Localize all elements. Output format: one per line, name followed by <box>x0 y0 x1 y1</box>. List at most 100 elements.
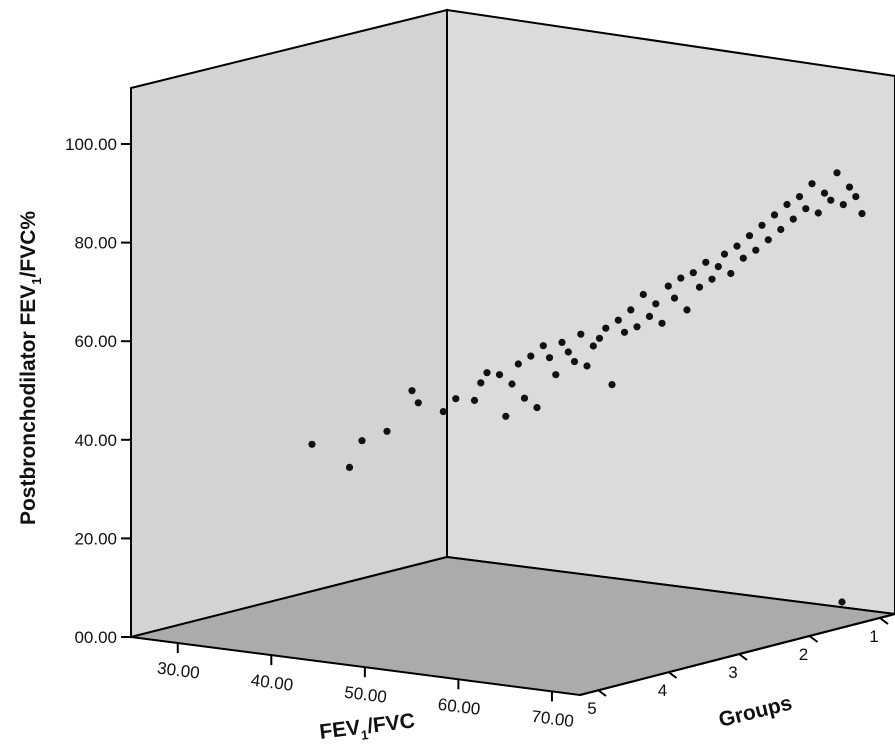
data-point <box>308 440 316 448</box>
data-points <box>308 169 866 471</box>
data-point <box>802 205 810 213</box>
y-tick-label: 80.00 <box>74 234 117 253</box>
groups-tick-label: 4 <box>658 681 667 700</box>
groups-tick-mark <box>738 653 748 661</box>
y-tick-label: 40.00 <box>74 431 117 450</box>
data-point <box>495 371 504 379</box>
groups-tick-label: 5 <box>587 699 596 718</box>
data-point-floor <box>838 598 846 606</box>
groups-axis-title: Groups <box>716 692 794 732</box>
data-point <box>508 380 516 388</box>
data-point <box>483 369 491 377</box>
data-point <box>383 427 391 435</box>
data-point <box>789 215 797 223</box>
data-point <box>839 201 847 209</box>
data-point <box>639 290 647 299</box>
data-point <box>702 258 710 266</box>
groups-tick-label: 1 <box>869 627 878 646</box>
groups-tick-mark <box>879 617 889 625</box>
y-axis: 00.00 20.00 40.00 60.00 80.00 100.00 <box>65 135 131 647</box>
data-point <box>783 200 791 209</box>
data-point <box>758 221 766 229</box>
data-point <box>470 396 479 404</box>
data-point <box>608 381 616 389</box>
data-point <box>845 183 854 191</box>
data-point <box>739 254 747 262</box>
data-point <box>620 328 629 336</box>
right-wall <box>446 8 895 616</box>
data-point <box>745 232 754 240</box>
data-point <box>714 263 722 271</box>
y-tick-label: 60.00 <box>74 332 117 351</box>
data-point <box>520 394 529 402</box>
data-point <box>527 352 535 360</box>
data-point <box>852 193 860 201</box>
data-point <box>345 463 354 471</box>
data-point <box>545 354 554 362</box>
data-point <box>652 300 660 308</box>
data-point <box>664 282 672 290</box>
groups-tick-mark <box>597 689 607 697</box>
groups-axis: 5 4 3 2 1 <box>587 617 889 718</box>
data-point <box>589 342 597 350</box>
data-point <box>683 306 691 314</box>
x-tick-label: 30.00 <box>156 659 201 683</box>
data-point <box>452 395 460 403</box>
floor <box>130 555 895 697</box>
x-tick-label: 50.00 <box>343 683 388 707</box>
data-point <box>708 275 716 283</box>
data-point <box>602 324 610 332</box>
left-wall <box>130 8 448 639</box>
data-point <box>627 306 635 314</box>
x-tick-label: 70.00 <box>530 707 575 731</box>
data-point <box>677 274 685 282</box>
data-point <box>858 210 866 218</box>
data-point <box>408 387 416 395</box>
data-point <box>827 196 835 204</box>
y-axis-title: Postbronchodilator FEV1/FVC% <box>17 211 44 525</box>
data-point <box>564 348 572 356</box>
y-tick-label: 20.00 <box>74 529 117 548</box>
x-tick-label: 40.00 <box>250 671 295 695</box>
data-point <box>633 323 641 331</box>
floor-front-right-edge <box>579 613 895 696</box>
data-point <box>533 404 541 412</box>
data-point <box>695 283 704 291</box>
y-tick-label: 100.00 <box>65 135 117 154</box>
data-point <box>570 358 579 366</box>
data-point <box>577 330 585 338</box>
data-point <box>552 371 560 379</box>
data-point <box>727 269 735 278</box>
data-point <box>539 342 547 350</box>
data-point <box>820 189 829 197</box>
y-tick-label: 00.00 <box>74 628 117 647</box>
data-point <box>583 362 591 370</box>
data-point <box>614 316 622 324</box>
data-point <box>595 334 604 342</box>
data-point <box>414 399 422 407</box>
data-point <box>558 338 566 346</box>
data-point <box>514 360 522 368</box>
data-point <box>689 269 697 277</box>
x-tick-label: 60.00 <box>437 695 482 719</box>
groups-tick-mark <box>808 635 819 643</box>
groups-tick-label: 3 <box>728 663 737 682</box>
data-point <box>833 169 841 177</box>
data-point <box>720 250 729 258</box>
data-point <box>477 379 485 387</box>
data-point <box>358 437 366 445</box>
data-point <box>670 294 679 302</box>
data-point <box>770 211 779 219</box>
groups-tick-mark <box>667 671 678 679</box>
data-point <box>808 180 816 188</box>
data-point <box>814 209 822 217</box>
data-point <box>645 312 654 320</box>
data-point <box>502 412 510 420</box>
data-point <box>777 225 785 234</box>
data-point <box>764 236 772 244</box>
data-point <box>795 193 804 201</box>
x-axis-title: FEV1/FVC <box>318 709 416 746</box>
groups-tick-label: 2 <box>799 645 808 664</box>
data-point <box>733 242 741 250</box>
